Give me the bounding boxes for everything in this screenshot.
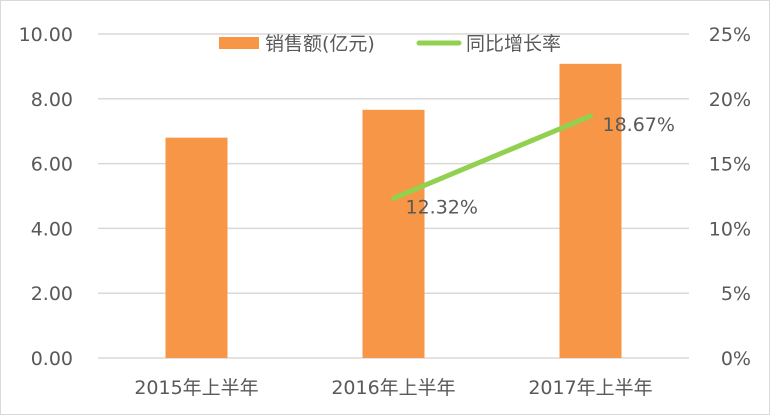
legend-bar-label: 销售额(亿元): [265, 33, 375, 55]
legend: 销售额(亿元) 同比增长率: [219, 33, 561, 55]
right-tick-label: 10%: [709, 218, 751, 240]
x-tick-label: 2015年上半年: [134, 377, 258, 399]
bar: [559, 63, 622, 359]
left-tick-label: 6.00: [31, 154, 73, 176]
left-axis-ticks: 0.00 2.00 4.00 6.00 8.00 10.00: [19, 24, 73, 370]
right-tick-label: 5%: [721, 283, 751, 305]
bar: [165, 137, 228, 358]
legend-bar-swatch: [219, 37, 259, 49]
x-axis-labels: 2015年上半年 2016年上半年 2017年上半年: [134, 377, 652, 399]
bar-series: [165, 63, 622, 359]
growth-line: [391, 113, 593, 201]
right-tick-label: 20%: [709, 89, 751, 111]
line-series: 12.32% 18.67%: [391, 113, 675, 218]
legend-line-label: 同比增长率: [466, 33, 561, 55]
data-label: 12.32%: [406, 196, 478, 218]
left-tick-label: 10.00: [19, 24, 73, 46]
left-tick-label: 4.00: [31, 218, 73, 240]
right-tick-label: 15%: [709, 154, 751, 176]
right-tick-label: 25%: [709, 24, 751, 46]
x-tick-label: 2017年上半年: [528, 377, 652, 399]
bar: [362, 109, 425, 358]
left-tick-label: 8.00: [31, 89, 73, 111]
left-tick-label: 2.00: [31, 283, 73, 305]
left-tick-label: 0.00: [31, 348, 73, 370]
x-tick-label: 2016年上半年: [331, 377, 455, 399]
right-axis-ticks: 0% 5% 10% 15% 20% 25%: [709, 24, 751, 370]
data-label: 18.67%: [603, 114, 675, 136]
right-tick-label: 0%: [721, 348, 751, 370]
